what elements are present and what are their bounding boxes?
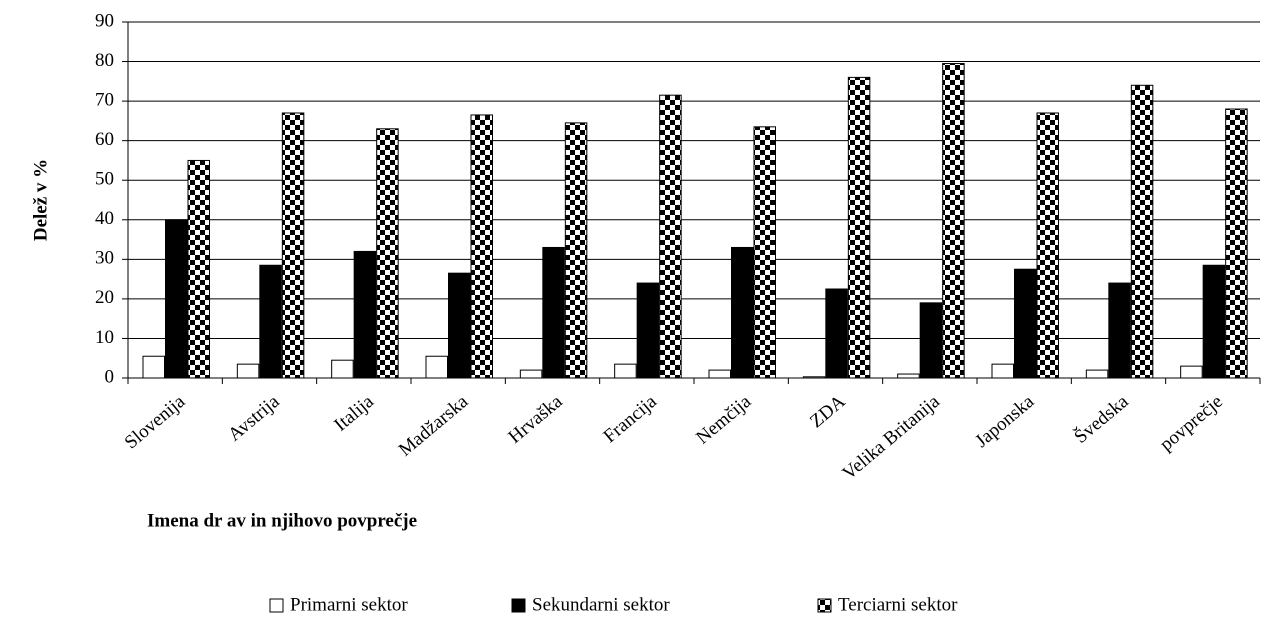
y-tick-label: 70 <box>95 89 114 110</box>
bar <box>1108 282 1131 379</box>
y-tick-label: 60 <box>95 129 114 150</box>
legend-label: Terciarni sektor <box>838 594 958 615</box>
x-tick-label: Slovenija <box>121 391 190 454</box>
y-tick-label: 50 <box>95 169 114 190</box>
y-tick-label: 40 <box>95 208 114 229</box>
bar <box>636 282 660 379</box>
y-axis-label: Delež v % <box>30 159 51 241</box>
x-tick-label: Italija <box>330 391 378 436</box>
bar <box>614 363 637 379</box>
bar <box>142 355 165 379</box>
x-tick-label: Švedska <box>1070 390 1133 448</box>
x-tick-label: Hrvaška <box>505 391 567 448</box>
legend-swatch <box>817 598 832 613</box>
y-tick-label: 80 <box>95 50 114 71</box>
bar <box>470 114 493 379</box>
bar <box>802 376 826 379</box>
x-tick-label: Velika Britanija <box>839 391 945 484</box>
bar <box>353 250 377 379</box>
legend-swatch <box>511 598 526 613</box>
x-tick-label: ZDA <box>806 391 850 432</box>
x-tick-label: Avstrija <box>224 391 284 446</box>
y-tick-label: 30 <box>95 248 114 269</box>
bar <box>331 359 354 379</box>
bar <box>753 126 776 379</box>
bar <box>942 63 965 379</box>
bar <box>1180 365 1203 379</box>
legend-label: Primarni sektor <box>290 594 408 615</box>
bar <box>1085 369 1109 379</box>
x-tick-label: Madžarska <box>395 391 473 461</box>
x-tick-label: povprečje <box>1156 391 1227 455</box>
y-tick-label: 10 <box>95 327 114 348</box>
x-tick-label: Japonska <box>971 391 1038 452</box>
bar <box>281 112 305 379</box>
bar <box>519 369 543 379</box>
bar <box>564 122 588 379</box>
bar <box>259 264 282 379</box>
bar <box>236 363 260 379</box>
bar <box>1036 112 1059 379</box>
bar <box>847 76 871 379</box>
bar <box>187 159 210 379</box>
legend-label: Sekundarni sektor <box>532 594 670 615</box>
bar <box>731 246 754 379</box>
bar <box>897 373 920 379</box>
y-tick-label: 0 <box>105 366 115 387</box>
y-tick-label: 20 <box>95 287 114 308</box>
bar <box>1014 268 1037 379</box>
y-tick-label: 90 <box>95 10 114 31</box>
bar <box>659 94 682 379</box>
bar <box>825 288 848 379</box>
x-tick-label: Francija <box>600 391 662 447</box>
bar <box>448 272 471 379</box>
x-axis-label: Imena dr av in njihovo povprečje <box>147 510 417 531</box>
bar <box>425 355 448 379</box>
bar <box>1130 84 1154 379</box>
legend-swatch <box>269 598 284 613</box>
bar <box>919 302 943 379</box>
bar <box>542 246 565 379</box>
bar <box>1225 108 1248 379</box>
bar <box>165 219 188 379</box>
bar <box>991 363 1014 379</box>
x-tick-label: Nemčija <box>692 391 755 449</box>
bar <box>1202 264 1226 379</box>
bar <box>376 128 399 379</box>
bar <box>708 369 731 379</box>
